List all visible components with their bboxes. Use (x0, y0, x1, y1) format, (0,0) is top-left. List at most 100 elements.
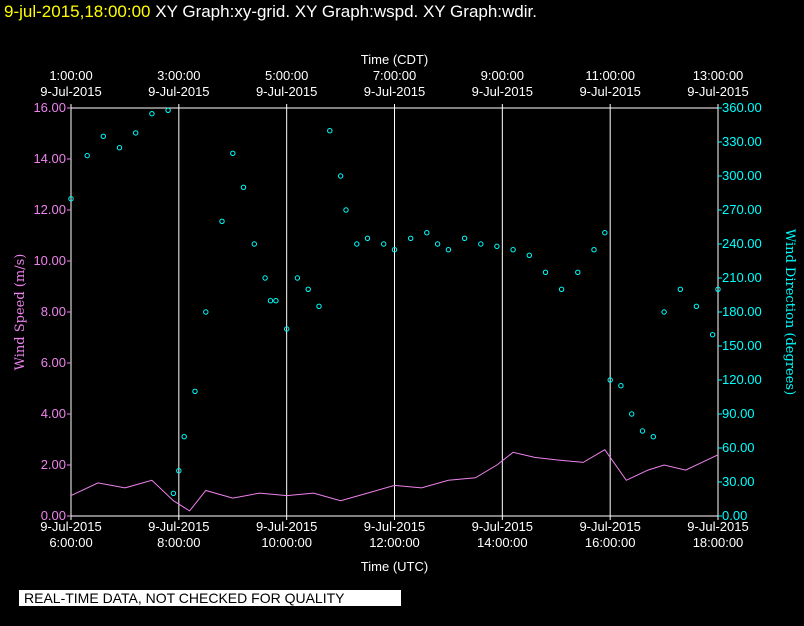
wind-direction-point (709, 332, 716, 338)
wind-direction-point (391, 247, 398, 253)
top-tick-time: 1:00:00 (49, 68, 92, 83)
right-tick-label: 300.00 (722, 168, 762, 183)
top-tick-time: 11:00:00 (585, 68, 635, 83)
bottom-tick-time: 6:00:00 (49, 535, 92, 550)
right-tick-label: 90.00 (722, 406, 755, 421)
wind-direction-point (618, 383, 624, 389)
wind-direction-point (381, 241, 387, 247)
right-tick-label: 30.00 (722, 474, 755, 489)
left-axis-label: Wind Speed (m/s) (13, 254, 28, 371)
wind-direction-point (494, 243, 500, 250)
bottom-tick-date: 9-Jul-2015 (148, 519, 209, 534)
wind-direction-point (267, 298, 274, 304)
top-tick-date: 9-Jul-2015 (148, 84, 209, 99)
graph-names-label: XY Graph:xy-grid. XY Graph:wspd. XY Grap… (155, 2, 537, 21)
wind-direction-point (650, 434, 656, 440)
right-tick-label: 330.00 (722, 134, 762, 149)
wind-speed-line (70, 449, 719, 512)
left-tick-label: 6.00 (41, 355, 66, 370)
top-tick-time: 5:00:00 (265, 68, 308, 83)
wind-direction-point (273, 298, 279, 304)
top-tick-date: 9-Jul-2015 (472, 84, 533, 99)
bottom-tick-date: 9-Jul-2015 (687, 519, 748, 534)
wind-direction-point (133, 130, 139, 136)
top-tick-time: 9:00:00 (481, 68, 524, 83)
wind-direction-point (240, 184, 247, 191)
wind-direction-point (434, 241, 441, 247)
left-tick-label: 12.00 (33, 202, 66, 217)
quality-notice: REAL-TIME DATA, NOT CHECKED FOR QUALITY (19, 590, 401, 606)
wind-direction-point (424, 230, 430, 236)
right-tick-label: 270.00 (722, 202, 762, 217)
left-tick-label: 10.00 (33, 253, 66, 268)
right-tick-label: 360.00 (722, 100, 762, 115)
right-tick-label: 150.00 (722, 338, 762, 353)
bottom-tick-time: 14:00:00 (477, 535, 528, 550)
wind-direction-point (364, 235, 371, 242)
wind-direction-point (629, 411, 635, 417)
bottom-tick-date: 9-Jul-2015 (40, 519, 101, 534)
top-axis-label: Time (CDT) (361, 52, 428, 67)
left-tick-label: 2.00 (41, 457, 66, 472)
wind-direction-point (639, 428, 646, 434)
top-tick-date: 9-Jul-2015 (687, 84, 748, 99)
bottom-tick-date: 9-Jul-2015 (364, 519, 425, 534)
wind-direction-point (316, 303, 322, 309)
left-tick-label: 16.00 (33, 100, 66, 115)
left-tick-label: 4.00 (41, 406, 66, 421)
wind-direction-point (262, 275, 268, 281)
wind-direction-point (510, 247, 516, 253)
bottom-tick-time: 18:00:00 (693, 535, 744, 550)
wind-direction-point (100, 133, 107, 140)
wind-direction-point (305, 286, 311, 292)
wind-direction-point (575, 269, 581, 275)
wind-direction-point (677, 286, 683, 292)
bottom-tick-date: 9-Jul-2015 (472, 519, 533, 534)
wind-direction-point (192, 388, 198, 394)
wind-direction-point (251, 241, 258, 247)
wind-direction-point (445, 247, 452, 253)
right-tick-label: 120.00 (722, 372, 762, 387)
bottom-tick-time: 10:00:00 (261, 535, 312, 550)
right-axis-label: Wind Direction (degrees) (782, 229, 797, 395)
wind-direction-point (602, 230, 608, 236)
top-tick-date: 9-Jul-2015 (579, 84, 640, 99)
right-tick-label: 0.00 (722, 508, 747, 523)
top-tick-date: 9-Jul-2015 (40, 84, 101, 99)
right-tick-label: 240.00 (722, 236, 762, 251)
bottom-axis-label: Time (UTC) (361, 559, 428, 574)
wind-direction-point (203, 309, 209, 315)
right-tick-label: 60.00 (722, 440, 755, 455)
wind-direction-point (591, 247, 597, 253)
wind-direction-point (408, 235, 414, 242)
wind-direction-point (84, 152, 90, 159)
wind-direction-point (337, 173, 344, 179)
wind-direction-point (170, 490, 177, 496)
wind-direction-point (478, 241, 484, 247)
bottom-tick-time: 8:00:00 (157, 535, 200, 550)
wind-direction-point (181, 434, 187, 440)
wind-direction-point (219, 218, 225, 225)
left-tick-label: 0.00 (41, 508, 66, 523)
wind-direction-point (693, 303, 700, 309)
bottom-tick-date: 9-Jul-2015 (579, 519, 640, 534)
wind-direction-point (661, 309, 667, 315)
top-tick-date: 9-Jul-2015 (256, 84, 317, 99)
bottom-tick-date: 9-Jul-2015 (256, 519, 317, 534)
wind-direction-point (165, 107, 171, 114)
top-tick-time: 3:00:00 (157, 68, 200, 83)
wind-direction-point (343, 207, 349, 213)
wind-direction-point (354, 241, 360, 247)
wind-direction-point (607, 377, 613, 383)
wind-direction-point (327, 128, 333, 134)
right-tick-label: 210.00 (722, 270, 762, 285)
left-tick-label: 14.00 (33, 151, 66, 166)
wind-direction-point (284, 326, 290, 332)
chart-header: 9-jul-2015,18:00:00 XY Graph:xy-grid. XY… (4, 2, 537, 22)
wind-direction-point (526, 252, 532, 259)
left-tick-label: 8.00 (41, 304, 66, 319)
bottom-tick-time: 12:00:00 (369, 535, 420, 550)
wind-direction-point (116, 145, 123, 151)
timestamp-label: 9-jul-2015,18:00:00 (4, 2, 151, 21)
top-tick-time: 13:00:00 (693, 68, 744, 83)
